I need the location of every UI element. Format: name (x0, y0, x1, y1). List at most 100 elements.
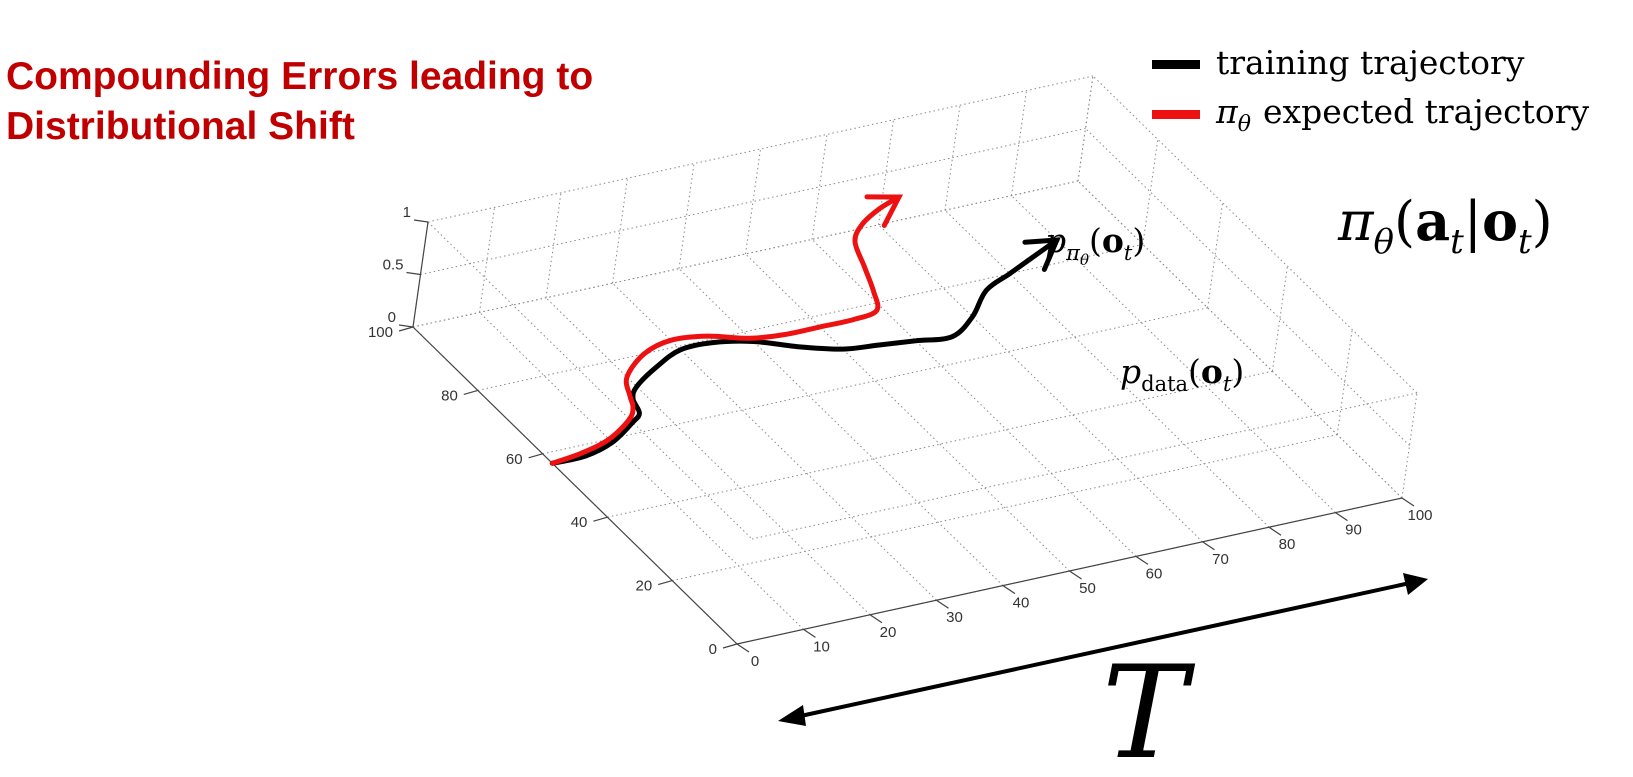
legend-label-expected: πθ expected trajectory (1215, 92, 1589, 137)
y-tick-label: 100 (368, 324, 393, 341)
policy-formula: πθ(at|ot) (1337, 189, 1553, 262)
x-tick-mark (1135, 555, 1149, 565)
p-pi-close: ) (1132, 221, 1145, 260)
time-axis-arrow (778, 573, 1428, 726)
x-tick-label: 50 (1079, 580, 1096, 597)
slide-title: Compounding Errors leading to Distributi… (6, 52, 726, 152)
x-tick-mark (736, 643, 750, 653)
z-tick-label: 1 (403, 204, 411, 221)
p-data-label: pdata(ot) (1120, 352, 1244, 396)
floor-gridline-x (678, 268, 1004, 586)
floor-gridline-x (745, 253, 1070, 572)
z-tick-mark (413, 219, 429, 223)
x-tick-mark (803, 628, 816, 638)
policy-theta: θ (1374, 222, 1394, 262)
p-data-t: t (1223, 372, 1232, 396)
z-tick-label: 0.5 (383, 257, 404, 274)
p-pi-p: p (1045, 221, 1066, 260)
legend: training trajectory πθ expected trajector… (1152, 43, 1589, 137)
x-tick-label: 70 (1212, 551, 1229, 568)
x-tick-mark (1401, 497, 1415, 507)
x-tick-label: 20 (880, 624, 897, 641)
legend-theta-subscript: θ (1238, 112, 1251, 137)
p-pi-open: ( (1089, 221, 1102, 260)
policy-observation: o (1482, 189, 1518, 253)
series-line-training (549, 237, 1060, 466)
y-tick-mark (722, 643, 738, 649)
x-tick-label: 90 (1345, 522, 1362, 539)
floor-gridline-y (672, 434, 1338, 582)
legend-swatch-expected (1152, 110, 1200, 119)
p-data-sub: data (1141, 372, 1188, 396)
y-tick-mark (463, 389, 478, 395)
x-tick-mark (1268, 526, 1282, 536)
y-tick-mark (658, 580, 673, 586)
legend-expected-text: expected trajectory (1263, 92, 1590, 131)
y-tick-label: 60 (506, 451, 523, 468)
floor-gridline-y (607, 370, 1273, 518)
chart-grid (412, 75, 1418, 645)
x-tick-label: 0 (751, 653, 759, 670)
time-axis-arrowhead-right (1403, 573, 1428, 595)
time-axis-label: T (1102, 639, 1196, 777)
x-tick-label: 80 (1279, 536, 1296, 553)
x-tick-mark (1335, 512, 1348, 522)
legend-pi-symbol: π (1215, 92, 1239, 131)
y-tick-mark (398, 326, 414, 332)
p-data-p: p (1120, 352, 1141, 391)
y-tick-mark (528, 453, 543, 459)
y-tick-label: 80 (441, 387, 458, 404)
p-pi-pi: π (1065, 241, 1081, 265)
x-tick-label: 40 (1013, 595, 1030, 612)
legend-swatch-training (1152, 60, 1200, 69)
y-axis-line (412, 326, 738, 645)
x-tick-mark (1202, 541, 1215, 551)
y-tick-label: 20 (636, 578, 653, 595)
policy-bar: | (1464, 190, 1482, 253)
floor-gridline-x (811, 239, 1137, 557)
x-tick-mark (869, 614, 883, 624)
p-pi-label: pπθ(ot) (1045, 221, 1145, 269)
x-tick-mark (1069, 570, 1082, 580)
p-data-close: ) (1231, 352, 1244, 391)
z-tick-label: 0 (388, 309, 396, 326)
floor-gridline-y (542, 307, 1208, 455)
box-rim-side (751, 392, 1418, 540)
policy-close-paren: ) (1532, 190, 1553, 253)
x-tick-label: 60 (1146, 565, 1163, 582)
policy-pi: π (1337, 190, 1375, 253)
z-tick-mark (398, 324, 414, 328)
series-arrowhead-training (1022, 237, 1061, 272)
floor-gridline-x (612, 282, 937, 601)
box-rim-front (427, 221, 753, 540)
series-line-expected (549, 194, 902, 466)
x-tick-label: 30 (946, 609, 963, 626)
x-tick-label: 100 (1407, 507, 1432, 524)
back-wall-gridline-x (745, 148, 761, 255)
series-arrowhead-expected (864, 194, 904, 228)
side-wall-gridline-y (1207, 202, 1224, 308)
back-wall-gridline-z (412, 180, 1079, 328)
legend-label-training: training trajectory (1216, 43, 1525, 82)
side-wall-gridline-z (1085, 128, 1410, 446)
chart-series (549, 194, 1061, 466)
back-wall-gridline-x (811, 134, 828, 240)
chart-axes (398, 219, 1415, 653)
side-wall-gridline-y (1077, 75, 1094, 182)
floor-gridline-y (477, 243, 1143, 391)
x-tick-mark (1002, 585, 1016, 595)
p-data-open: ( (1188, 352, 1201, 391)
time-axis-arrowhead-left (778, 705, 806, 726)
policy-action: a (1415, 189, 1450, 253)
y-tick-label: 0 (709, 641, 717, 658)
policy-observation-t: t (1518, 222, 1532, 262)
slide-title-line-2: Distributional Shift (6, 105, 355, 148)
p-data-o: o (1201, 352, 1223, 391)
back-wall-gridline-x (612, 178, 628, 284)
x-tick-mark (936, 599, 949, 609)
slide-title-line-1: Compounding Errors leading to (6, 55, 594, 98)
p-pi-o: o (1102, 221, 1124, 260)
back-wall-gridline-z (427, 75, 1094, 223)
